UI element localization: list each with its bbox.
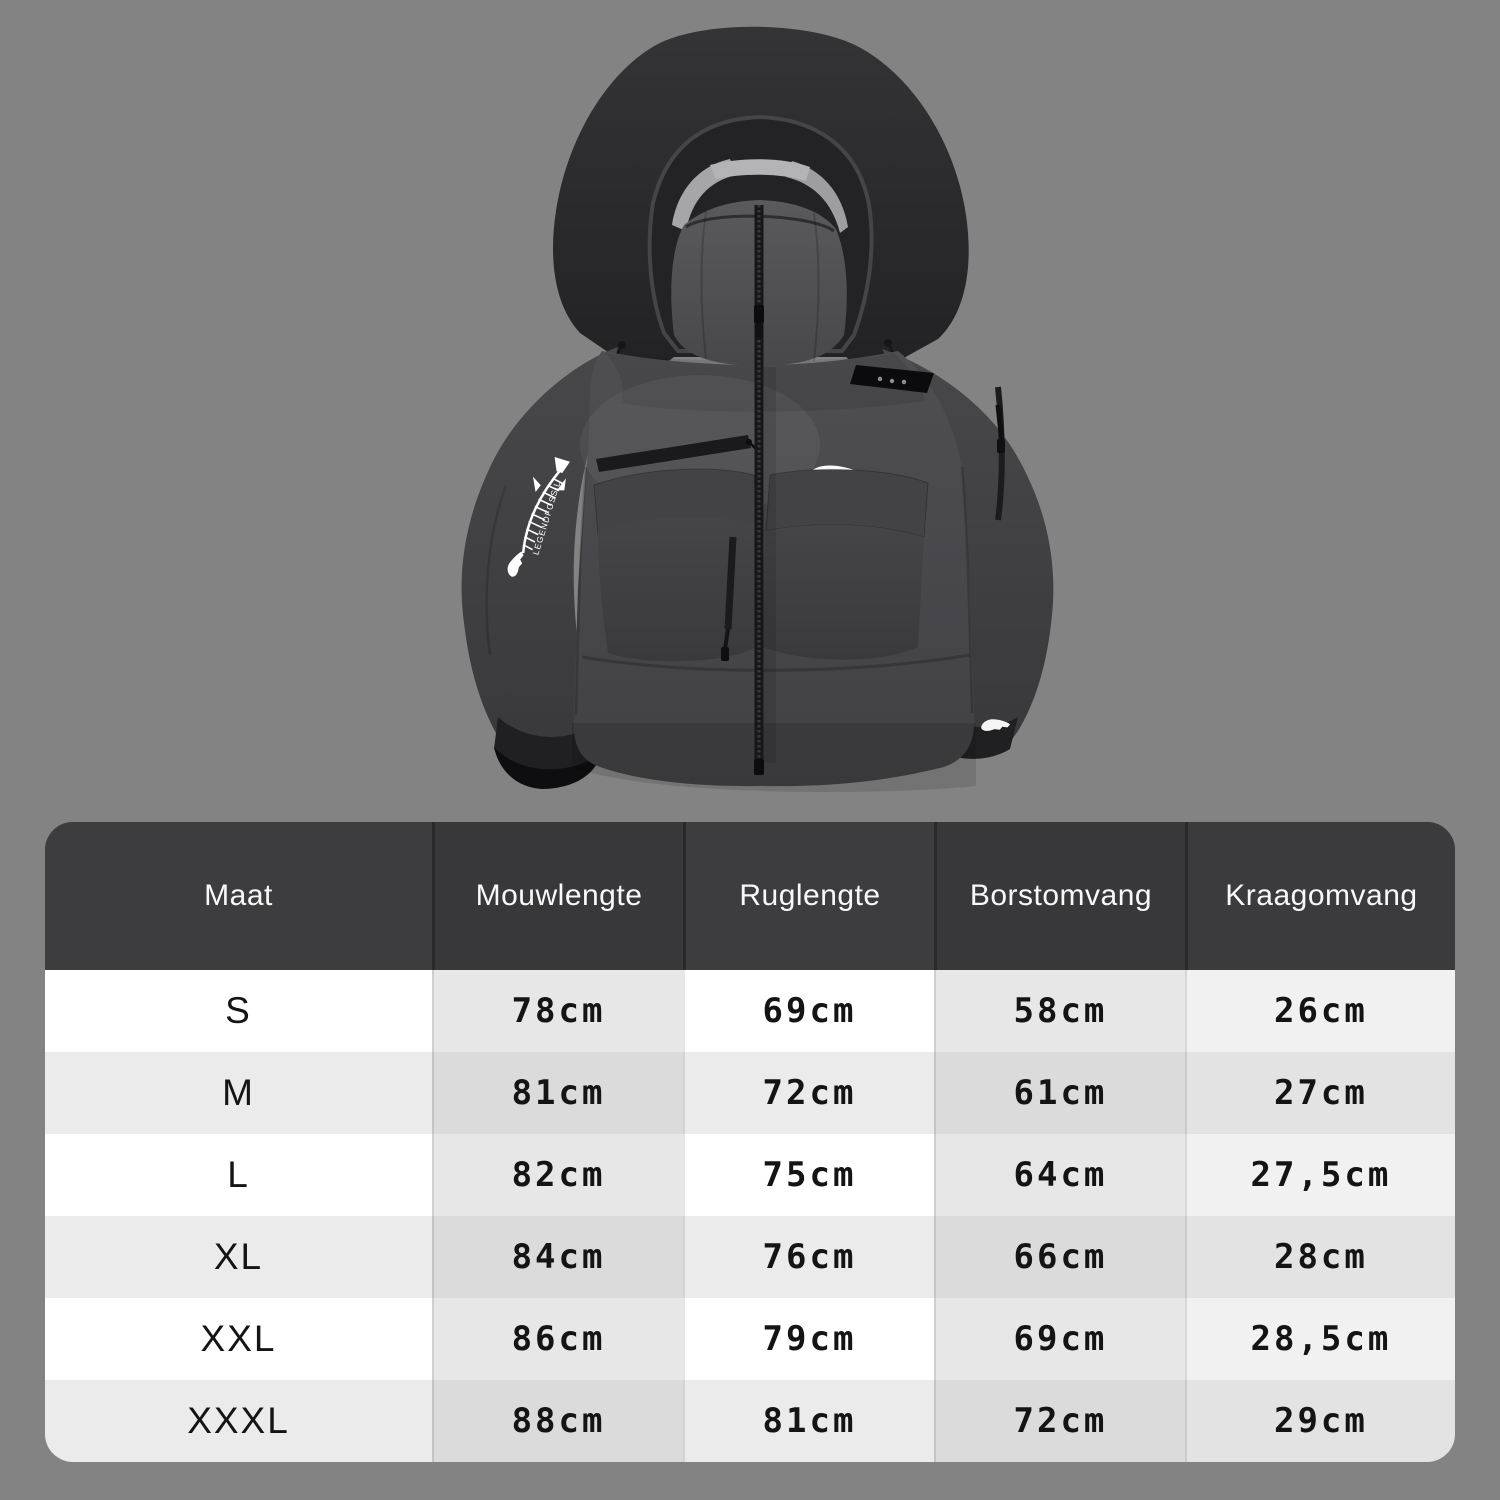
zipper-slider xyxy=(754,305,764,323)
cell-mouwlengte: 86cm xyxy=(432,1298,683,1380)
cell-size: XXL xyxy=(45,1298,433,1380)
table-row-l: L 82cm 75cm 64cm 27,5cm xyxy=(45,1134,1455,1216)
pocket-zipper xyxy=(724,536,737,630)
cell-ruglengte: 76cm xyxy=(683,1216,934,1298)
cell-mouwlengte: 81cm xyxy=(432,1052,683,1134)
cell-size: XXXL xyxy=(45,1380,433,1462)
cell-ruglengte: 79cm xyxy=(683,1298,934,1380)
size-chart-table: Maat Mouwlengte Ruglengte Borstomvang Kr… xyxy=(45,822,1455,1462)
table-row-xxxl: XXXL 88cm 81cm 72cm 29cm xyxy=(45,1380,1455,1462)
column-header-borstomvang: Borstomvang xyxy=(933,822,1185,970)
column-header-kraagomvang: Kraagomvang xyxy=(1184,822,1455,970)
right-chest-pocket xyxy=(762,365,934,660)
table-row-s: S 78cm 69cm 58cm 26cm xyxy=(45,970,1455,1052)
cell-borstomvang: 66cm xyxy=(933,1216,1185,1298)
table-row-xxl: XXL 86cm 79cm 69cm 28,5cm xyxy=(45,1298,1455,1380)
cell-borstomvang: 69cm xyxy=(933,1298,1185,1380)
cell-kraagomvang: 28cm xyxy=(1184,1216,1455,1298)
cell-ruglengte: 69cm xyxy=(683,970,934,1052)
cell-ruglengte: 75cm xyxy=(683,1134,934,1216)
product-image-jacket: LEGENDFOSSIL xyxy=(410,15,1090,795)
cell-mouwlengte: 82cm xyxy=(432,1134,683,1216)
cell-ruglengte: 81cm xyxy=(683,1380,934,1462)
cell-kraagomvang: 26cm xyxy=(1184,970,1455,1052)
cell-borstomvang: 72cm xyxy=(933,1380,1185,1462)
column-header-ruglengte: Ruglengte xyxy=(683,822,934,970)
cell-mouwlengte: 88cm xyxy=(432,1380,683,1462)
cell-kraagomvang: 29cm xyxy=(1184,1380,1455,1462)
cell-size: XL xyxy=(45,1216,433,1298)
size-chart-header-row: Maat Mouwlengte Ruglengte Borstomvang Kr… xyxy=(45,822,1455,970)
cell-size: S xyxy=(45,970,433,1052)
cell-mouwlengte: 78cm xyxy=(432,970,683,1052)
table-row-m: M 81cm 72cm 61cm 27cm xyxy=(45,1052,1455,1134)
chest-zipper xyxy=(596,435,751,472)
cell-kraagomvang: 27cm xyxy=(1184,1052,1455,1134)
jacket-illustration: LEGENDFOSSIL xyxy=(461,26,1054,793)
cell-borstomvang: 61cm xyxy=(933,1052,1185,1134)
cell-kraagomvang: 28,5cm xyxy=(1184,1298,1455,1380)
cuff-fish-skull-icon xyxy=(981,719,1011,731)
front-zipper xyxy=(754,205,776,775)
cell-size: L xyxy=(45,1134,433,1216)
cell-ruglengte: 72cm xyxy=(683,1052,934,1134)
cell-borstomvang: 64cm xyxy=(933,1134,1185,1216)
table-row-xl: XL 84cm 76cm 66cm 28cm xyxy=(45,1216,1455,1298)
column-header-maat: Maat xyxy=(45,822,433,970)
left-chest-pocket xyxy=(593,435,763,662)
cell-mouwlengte: 84cm xyxy=(432,1216,683,1298)
cell-borstomvang: 58cm xyxy=(933,970,1185,1052)
cell-kraagomvang: 27,5cm xyxy=(1184,1134,1455,1216)
cell-size: M xyxy=(45,1052,433,1134)
column-header-mouwlengte: Mouwlengte xyxy=(432,822,683,970)
